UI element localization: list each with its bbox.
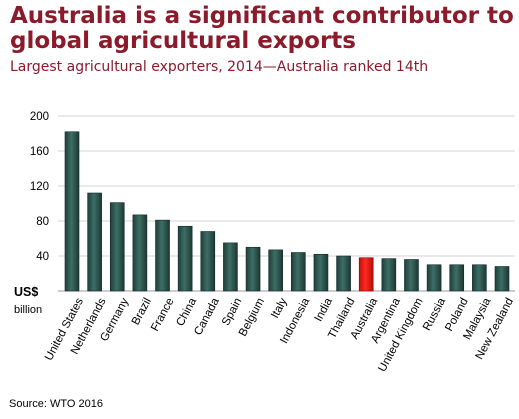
- x-tick-label: India: [313, 296, 336, 324]
- bar-spain: [223, 242, 238, 292]
- y-tick-label: 200: [30, 111, 49, 123]
- bar-australia: [358, 257, 374, 292]
- bar-belgium: [245, 246, 261, 292]
- bar-united-kingdom: [404, 259, 419, 292]
- y-tick-label: 120: [30, 181, 49, 193]
- chart-title: Australia is a significant contributor t…: [10, 3, 514, 54]
- bar-france: [155, 219, 170, 292]
- chart-subtitle: Largest agricultural exporters, 2014—Aus…: [10, 59, 429, 75]
- bar-netherlands: [87, 192, 102, 292]
- bar-brazil: [132, 214, 148, 292]
- source-note: Source: WTO 2016: [9, 398, 103, 410]
- bar-indonesia: [291, 252, 306, 292]
- bar-new-zealand: [494, 266, 510, 292]
- x-tick-label: Spain: [220, 296, 244, 328]
- bar-united-states: [64, 131, 80, 292]
- bar-argentina: [381, 258, 397, 292]
- y-axis-unit-label: US$: [14, 285, 38, 299]
- bar-germany: [109, 202, 125, 292]
- x-tick-label: Italy: [269, 296, 290, 320]
- bar-italy: [268, 249, 283, 292]
- bar-china: [177, 225, 193, 292]
- y-tick-label: 40: [36, 251, 49, 263]
- bar-poland: [449, 264, 465, 292]
- y-tick-label: 160: [30, 146, 49, 158]
- y-tick-label: 80: [36, 216, 49, 228]
- bar-india: [313, 253, 329, 292]
- bar-canada: [200, 231, 216, 292]
- bar-malaysia: [472, 264, 487, 292]
- bar-russia: [426, 264, 442, 292]
- x-tick-label: Brazil: [130, 296, 154, 327]
- bar-thailand: [336, 255, 351, 292]
- y-axis-unit-label-2: billion: [14, 304, 42, 316]
